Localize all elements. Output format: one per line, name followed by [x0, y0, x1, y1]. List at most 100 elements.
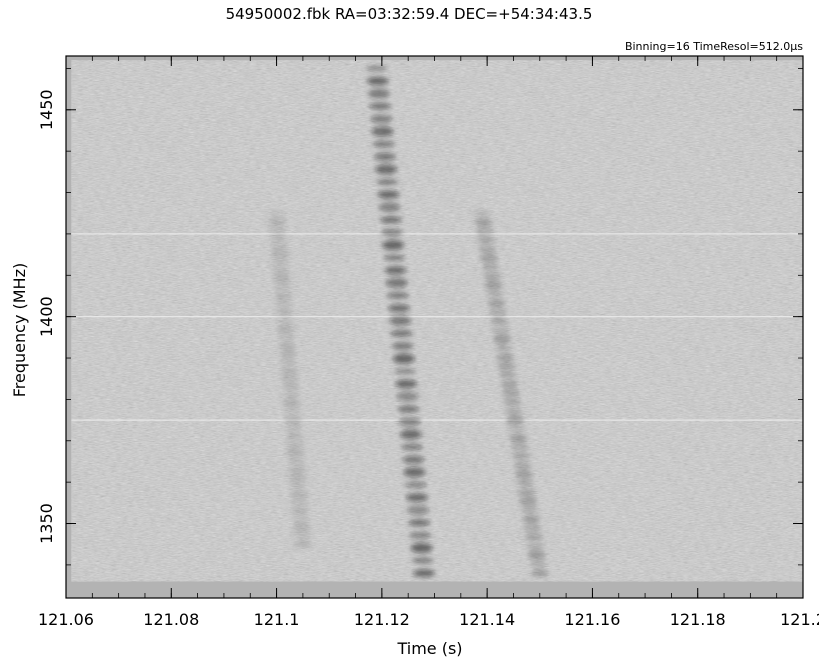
y-axis: 1350 1400 1450: [37, 68, 803, 566]
pulse-blob: [377, 190, 400, 199]
pulse-blob: [520, 507, 539, 514]
pulse-blob: [517, 488, 536, 497]
pulse-blob: [367, 88, 390, 99]
pulse-blob: [272, 274, 291, 285]
pulse-blob: [269, 235, 288, 242]
pulse-blob: [395, 379, 418, 388]
pulse-blob: [501, 388, 520, 399]
pulse-blob: [474, 218, 493, 227]
pulse-blob: [507, 426, 526, 433]
pulse-blob: [271, 259, 290, 266]
pulse-blob: [282, 398, 301, 409]
pulse-blob: [275, 309, 294, 316]
pulse-blob: [530, 569, 549, 578]
pulse-blob: [289, 483, 308, 490]
x-tick-label: 121.18: [670, 610, 726, 629]
pulse-blob: [278, 341, 297, 350]
pulse-blob: [288, 473, 307, 484]
pulse-blob: [375, 164, 398, 175]
pulse-blob: [285, 433, 304, 440]
pulse-feature: [365, 65, 435, 578]
pulse-blob: [366, 77, 389, 86]
x-tick-label: 121.08: [143, 610, 199, 629]
pulse-blob: [396, 391, 419, 402]
pulse-blob: [379, 216, 402, 223]
pulse-blob: [404, 481, 427, 488]
pulse-blob: [291, 515, 310, 524]
pulse-blob: [287, 465, 306, 474]
pulse-blob: [527, 550, 546, 561]
pulse-blob: [408, 519, 431, 526]
pulse-blob: [405, 493, 428, 502]
pulse-blob: [378, 202, 401, 213]
pulse-blob: [386, 292, 409, 299]
pulse-blob: [273, 284, 292, 291]
pulse-blob: [513, 461, 532, 470]
pulse-blob: [282, 391, 301, 400]
pulse-blob: [389, 315, 412, 326]
pulse-blob: [267, 210, 286, 217]
pulse-blob: [384, 266, 407, 275]
pulse-blob: [475, 226, 494, 237]
x-tick-label: 121.06: [38, 610, 94, 629]
pulse-blob: [382, 240, 405, 251]
pulse-blob: [390, 330, 413, 337]
pulse-blob: [524, 534, 543, 541]
pulse-blob: [481, 264, 500, 271]
pulse-blob: [291, 508, 310, 515]
pulse-blob: [289, 490, 308, 499]
pulse-blob: [383, 254, 406, 261]
pulse-blob: [519, 496, 538, 507]
pulse-blob: [284, 423, 303, 434]
pulse-blob: [510, 442, 529, 453]
x-axis-label: Time (s): [396, 639, 462, 658]
pulse-blob: [494, 345, 513, 352]
rfi-lines: [71, 233, 803, 421]
pulse-blob: [293, 540, 312, 549]
pulse-blob: [293, 532, 312, 539]
pulse-blob: [370, 114, 393, 123]
x-tick-label: 121.16: [564, 610, 620, 629]
pulse-blob: [285, 440, 304, 449]
pulse-blob: [483, 272, 502, 281]
pulse-blob: [287, 458, 306, 465]
pulse-blob: [380, 228, 403, 237]
pulse-blob: [280, 366, 299, 375]
pulse-blob: [511, 453, 530, 460]
pulse-blob: [281, 383, 300, 390]
y-axis-label: Frequency (MHz): [10, 263, 29, 397]
pulse-blob: [412, 569, 435, 578]
pulse-blob: [403, 467, 426, 478]
pulse-blob: [514, 469, 533, 480]
pulse-blob: [402, 455, 425, 464]
pulse-blob: [409, 531, 432, 540]
pulse-blob: [270, 249, 289, 260]
binning-annotation: Binning=16 TimeResol=512.0μs: [625, 40, 803, 53]
pulse-blob: [488, 307, 507, 318]
pulse-blob: [283, 408, 302, 415]
pulse-blob: [277, 334, 296, 341]
pulse-blob: [272, 267, 291, 276]
pulse-blob: [491, 326, 510, 335]
pulse-blob: [497, 361, 516, 372]
x-tick-label: 121.2: [780, 610, 819, 629]
pulse-blob: [516, 480, 535, 487]
x-tick-label: 121.1: [254, 610, 300, 629]
pulse-blob: [276, 316, 295, 325]
pulse-blob: [493, 334, 512, 345]
pulse-blob: [278, 348, 297, 359]
x-tick-label: 121.12: [354, 610, 410, 629]
pulse-blob: [504, 407, 523, 416]
pulse-features: [267, 65, 549, 578]
x-tick-label: 121.14: [459, 610, 515, 629]
pulse-blob: [484, 280, 503, 291]
pulse-blob: [478, 245, 497, 254]
pulse-blob: [280, 373, 299, 384]
pulse-blob: [498, 372, 517, 379]
pulse-blob: [274, 299, 293, 310]
chart-title: 54950002.fbk RA=03:32:59.4 DEC=+54:34:43…: [226, 5, 593, 23]
pulse-blob: [268, 224, 287, 235]
pulse-blob: [506, 415, 525, 426]
pulse-blob: [371, 126, 394, 137]
pulse-blob: [480, 253, 499, 264]
